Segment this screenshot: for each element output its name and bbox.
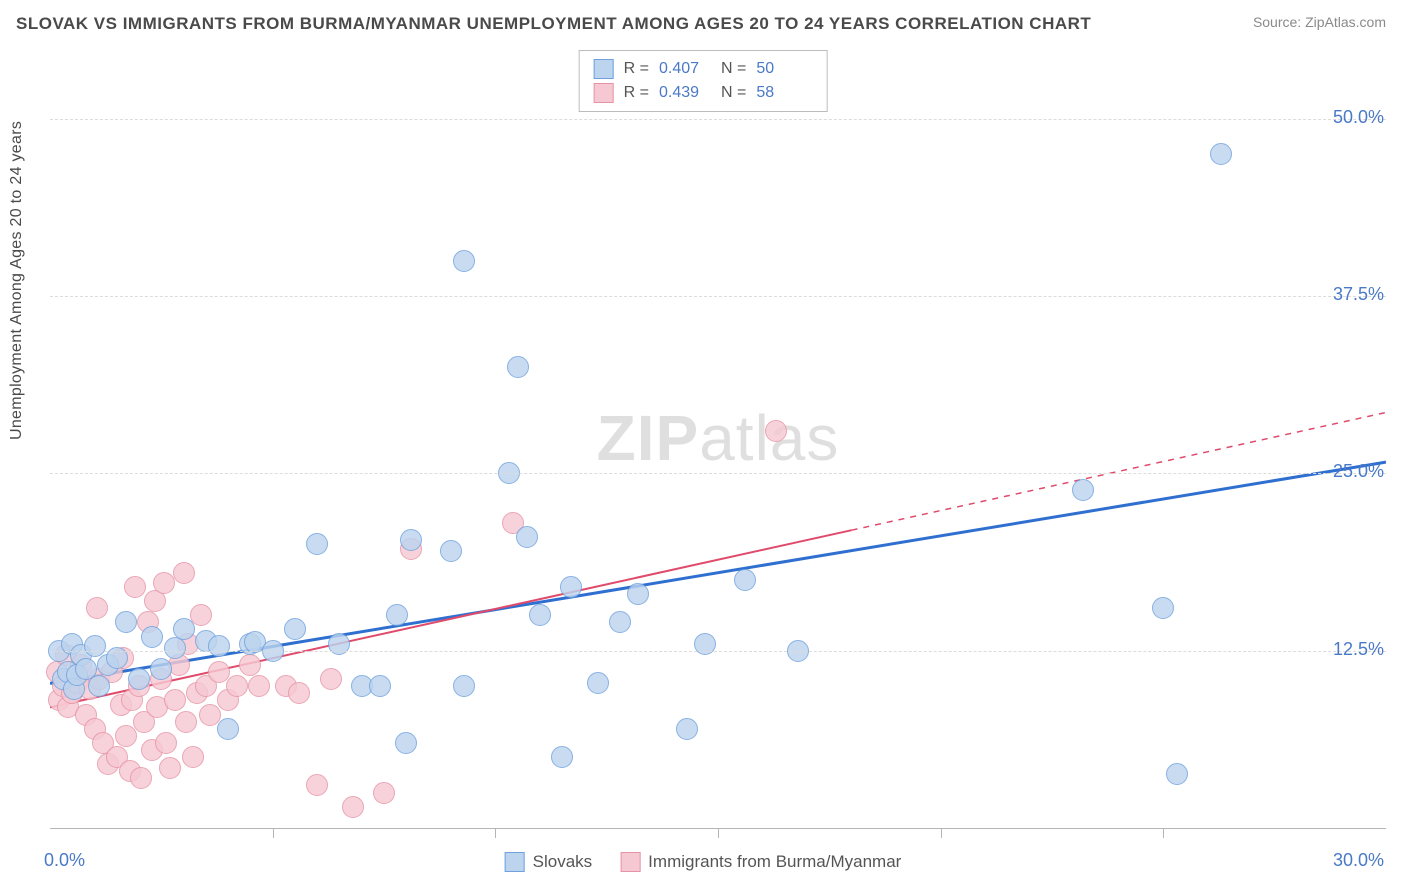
- data-point: [175, 711, 197, 733]
- r-value-1: 0.407: [659, 57, 711, 81]
- data-point: [248, 675, 270, 697]
- data-point: [1210, 143, 1232, 165]
- data-point: [676, 718, 698, 740]
- watermark-bold: ZIP: [597, 402, 700, 474]
- data-point: [159, 757, 181, 779]
- y-axis-label: Unemployment Among Ages 20 to 24 years: [8, 121, 26, 440]
- n-label-2: N =: [721, 81, 746, 105]
- data-point: [440, 540, 462, 562]
- y-tick-label: 25.0%: [1333, 461, 1384, 482]
- chart-title: SLOVAK VS IMMIGRANTS FROM BURMA/MYANMAR …: [16, 14, 1091, 34]
- r-label-1: R =: [624, 57, 649, 81]
- watermark: ZIPatlas: [597, 401, 840, 475]
- stats-row-2: R = 0.439 N = 58: [594, 81, 809, 105]
- legend-item-1: Slovaks: [505, 852, 593, 872]
- data-point: [734, 569, 756, 591]
- y-tick-label: 12.5%: [1333, 639, 1384, 660]
- gridline-h: [50, 651, 1386, 652]
- x-tick-mark: [718, 828, 719, 838]
- x-tick-mark: [941, 828, 942, 838]
- data-point: [1072, 479, 1094, 501]
- data-point: [342, 796, 364, 818]
- data-point: [320, 668, 342, 690]
- data-point: [587, 672, 609, 694]
- trend-lines: [50, 48, 1386, 828]
- data-point: [373, 782, 395, 804]
- data-point: [386, 604, 408, 626]
- x-axis-min-label: 0.0%: [44, 850, 85, 871]
- data-point: [124, 576, 146, 598]
- data-point: [627, 583, 649, 605]
- x-tick-mark: [1163, 828, 1164, 838]
- data-point: [516, 526, 538, 548]
- data-point: [529, 604, 551, 626]
- data-point: [1166, 763, 1188, 785]
- legend-item-2: Immigrants from Burma/Myanmar: [620, 852, 901, 872]
- x-tick-mark: [495, 828, 496, 838]
- gridline-h: [50, 473, 1386, 474]
- data-point: [173, 618, 195, 640]
- legend-label-2: Immigrants from Burma/Myanmar: [648, 852, 901, 872]
- x-tick-mark: [273, 828, 274, 838]
- data-point: [400, 529, 422, 551]
- data-point: [150, 658, 172, 680]
- source-site: ZipAtlas.com: [1305, 14, 1386, 30]
- data-point: [115, 725, 137, 747]
- data-point: [306, 774, 328, 796]
- data-point: [288, 682, 310, 704]
- data-point: [217, 718, 239, 740]
- data-point: [153, 572, 175, 594]
- data-point: [128, 668, 150, 690]
- data-point: [86, 597, 108, 619]
- stats-legend-box: R = 0.407 N = 50 R = 0.439 N = 58: [579, 50, 828, 112]
- data-point: [164, 689, 186, 711]
- data-point: [88, 675, 110, 697]
- r-label-2: R =: [624, 81, 649, 105]
- data-point: [765, 420, 787, 442]
- legend-swatch-2: [620, 852, 640, 872]
- data-point: [284, 618, 306, 640]
- y-tick-label: 50.0%: [1333, 107, 1384, 128]
- data-point: [560, 576, 582, 598]
- gridline-h: [50, 119, 1386, 120]
- data-point: [453, 675, 475, 697]
- y-tick-label: 37.5%: [1333, 284, 1384, 305]
- data-point: [395, 732, 417, 754]
- data-point: [453, 250, 475, 272]
- swatch-series-1: [594, 59, 614, 79]
- swatch-series-2: [594, 83, 614, 103]
- bottom-legend: Slovaks Immigrants from Burma/Myanmar: [505, 852, 902, 872]
- data-point: [208, 635, 230, 657]
- data-point: [226, 675, 248, 697]
- data-point: [551, 746, 573, 768]
- data-point: [190, 604, 212, 626]
- data-point: [507, 356, 529, 378]
- data-point: [239, 654, 261, 676]
- legend-swatch-1: [505, 852, 525, 872]
- n-label-1: N =: [721, 57, 746, 81]
- data-point: [1152, 597, 1174, 619]
- legend-label-1: Slovaks: [533, 852, 593, 872]
- source-label: Source:: [1253, 14, 1301, 30]
- data-point: [115, 611, 137, 633]
- data-point: [173, 562, 195, 584]
- n-value-1: 50: [756, 57, 808, 81]
- data-point: [130, 767, 152, 789]
- n-value-2: 58: [756, 81, 808, 105]
- plot-area: ZIPatlas: [50, 48, 1386, 828]
- data-point: [182, 746, 204, 768]
- x-axis-max-label: 30.0%: [1333, 850, 1384, 871]
- data-point: [609, 611, 631, 633]
- data-point: [306, 533, 328, 555]
- r-value-2: 0.439: [659, 81, 711, 105]
- data-point: [155, 732, 177, 754]
- stats-row-1: R = 0.407 N = 50: [594, 57, 809, 81]
- data-point: [141, 626, 163, 648]
- source-attribution: Source: ZipAtlas.com: [1253, 14, 1386, 30]
- gridline-h: [50, 296, 1386, 297]
- data-point: [369, 675, 391, 697]
